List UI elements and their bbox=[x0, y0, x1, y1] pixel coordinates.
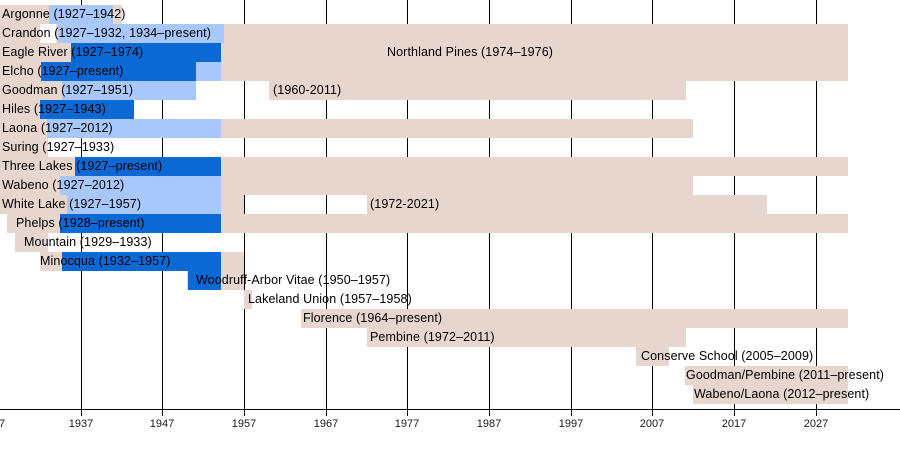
text-selection-highlight bbox=[49, 5, 113, 24]
timeline-bar[interactable] bbox=[367, 195, 767, 214]
text-selection-highlight bbox=[71, 43, 221, 62]
tick-mark-1937 bbox=[81, 410, 82, 416]
tick-label-1997: 1997 bbox=[558, 418, 584, 430]
timeline-row[interactable]: Argonne (1927–1942) bbox=[0, 5, 900, 24]
tick-mark-1987 bbox=[489, 410, 490, 416]
timeline-row[interactable]: Phelps (1928–present) bbox=[0, 214, 900, 233]
gridline-1967 bbox=[326, 0, 327, 410]
timeline-row[interactable]: Goodman (1927–1951) (1960-2011) bbox=[0, 81, 900, 100]
text-selection-highlight bbox=[62, 81, 196, 100]
tick-label-2027: 2027 bbox=[803, 418, 829, 430]
timeline-row[interactable]: Wabeno (1927–2012) bbox=[0, 176, 900, 195]
row-label: Phelps (1928–present) bbox=[16, 216, 145, 230]
row-label: Minocqua (1932–1957) bbox=[40, 254, 171, 268]
timeline-row[interactable]: Wabeno/Laona (2012–present) bbox=[0, 385, 900, 404]
text-selection-highlight bbox=[60, 176, 221, 195]
row-label: Conserve School (2005–2009) bbox=[641, 349, 814, 363]
tick-mark-1947 bbox=[162, 410, 163, 416]
row-secondary-label: (1960-2011) bbox=[273, 83, 342, 97]
row-label: Wabeno (1927–2012) bbox=[2, 178, 125, 192]
timeline-row[interactable]: Crandon (1927–1932, 1934–present) bbox=[0, 24, 900, 43]
row-label: Goodman (1927–1951) bbox=[2, 83, 134, 97]
row-label: Argonne (1927–1942) bbox=[2, 7, 126, 21]
timeline-row[interactable]: Three Lakes (1927–present) bbox=[0, 157, 900, 176]
tick-mark-1967 bbox=[326, 410, 327, 416]
gridline-1957 bbox=[244, 0, 245, 410]
tick-label-1937: 1937 bbox=[68, 418, 94, 430]
text-selection-highlight bbox=[41, 62, 196, 81]
tick-mark-2027 bbox=[816, 410, 817, 416]
row-label: Wabeno/Laona (2012–present) bbox=[694, 387, 870, 401]
text-selection-highlight bbox=[58, 24, 224, 43]
timeline-bar[interactable] bbox=[56, 24, 848, 43]
timeline-bar[interactable] bbox=[269, 81, 686, 100]
tick-label-1977: 1977 bbox=[394, 418, 420, 430]
timeline-bar[interactable] bbox=[0, 138, 48, 157]
text-selection-highlight bbox=[75, 157, 221, 176]
timeline-row[interactable]: Hiles (1927–1943) bbox=[0, 100, 900, 119]
timeline-bar[interactable] bbox=[15, 233, 48, 252]
timeline-bar[interactable] bbox=[685, 366, 848, 385]
timeline-row[interactable]: Conserve School (2005–2009) bbox=[0, 347, 900, 366]
x-axis-line bbox=[0, 409, 900, 410]
tick-label-1967: 1967 bbox=[313, 418, 339, 430]
row-secondary-label: Northland Pines (1974–1976) bbox=[387, 45, 554, 59]
plot-area: Argonne (1927–1942) Crandon (1927–1932, 1… bbox=[0, 0, 900, 410]
timeline-row[interactable]: Laona (1927–2012) bbox=[0, 119, 900, 138]
timeline-row[interactable]: Pembine (1972–2011) bbox=[0, 328, 900, 347]
text-selection-highlight bbox=[188, 271, 221, 290]
tick-label-27: 27 bbox=[0, 418, 6, 430]
tick-mark-2007 bbox=[652, 410, 653, 416]
row-label: Lakeland Union (1957–1958) bbox=[248, 292, 412, 306]
timeline-row[interactable]: Goodman/Pembine (2011–present) bbox=[0, 366, 900, 385]
row-secondary-label: (1972-2021) bbox=[370, 197, 440, 211]
row-label: Goodman/Pembine (2011–present) bbox=[686, 368, 885, 382]
tick-label-1947: 1947 bbox=[149, 418, 175, 430]
tick-mark-1977 bbox=[407, 410, 408, 416]
text-selection-highlight bbox=[47, 119, 221, 138]
timeline-row[interactable]: Lakeland Union (1957–1958) bbox=[0, 290, 900, 309]
row-label: Pembine (1972–2011) bbox=[370, 330, 495, 344]
row-label: Woodruff-Arbor Vitae (1950–1957) bbox=[196, 273, 391, 287]
tick-label-2017: 2017 bbox=[721, 418, 747, 430]
row-label: Elcho (1927–present) bbox=[2, 64, 124, 78]
timeline-row[interactable]: Mountain (1929–1933) bbox=[0, 233, 900, 252]
timeline-row[interactable]: Eagle River (1927–1974) Northland Pines (… bbox=[0, 43, 900, 62]
row-label: Hiles (1927–1943) bbox=[2, 102, 106, 116]
timeline-bar[interactable] bbox=[367, 328, 686, 347]
row-label: Eagle River (1927–1974) bbox=[2, 45, 144, 59]
timeline-bar[interactable] bbox=[0, 24, 40, 43]
text-selection-highlight bbox=[60, 214, 221, 233]
tick-mark-2017 bbox=[734, 410, 735, 416]
text-selection-highlight bbox=[67, 195, 221, 214]
tick-label-1957: 1957 bbox=[231, 418, 257, 430]
gridline-2027 bbox=[816, 0, 817, 410]
text-selection-highlight bbox=[40, 100, 134, 119]
timeline-row[interactable]: Suring (1927–1933) bbox=[0, 138, 900, 157]
timeline-row[interactable]: Florence (1964–present) bbox=[0, 309, 900, 328]
row-label: Laona (1927–2012) bbox=[2, 121, 113, 135]
text-selection-highlight bbox=[196, 62, 221, 81]
timeline-row[interactable]: Elcho (1927–present) bbox=[0, 62, 900, 81]
row-label: Florence (1964–present) bbox=[303, 311, 443, 325]
timeline-row[interactable]: Minocqua (1932–1957) bbox=[0, 252, 900, 271]
row-label: Crandon (1927–1932, 1934–present) bbox=[2, 26, 212, 40]
tick-mark-1997 bbox=[571, 410, 572, 416]
text-selection-highlight bbox=[62, 252, 221, 271]
timeline-bar[interactable] bbox=[636, 347, 669, 366]
tick-mark-1957 bbox=[244, 410, 245, 416]
row-label: White Lake (1927–1957) bbox=[2, 197, 142, 211]
row-label: Mountain (1929–1933) bbox=[24, 235, 152, 249]
timeline-bar[interactable] bbox=[301, 309, 848, 328]
row-label: Suring (1927–1933) bbox=[2, 140, 115, 154]
timeline-row[interactable]: Woodruff-Arbor Vitae (1950–1957) bbox=[0, 271, 900, 290]
tick-label-2007: 2007 bbox=[639, 418, 665, 430]
timeline-bar[interactable] bbox=[244, 290, 252, 309]
timeline-bar[interactable] bbox=[693, 385, 848, 404]
tick-label-1987: 1987 bbox=[476, 418, 502, 430]
timeline-row[interactable]: White Lake (1927–1957) (1972-2021) bbox=[0, 195, 900, 214]
row-label: Three Lakes (1927–present) bbox=[2, 159, 163, 173]
